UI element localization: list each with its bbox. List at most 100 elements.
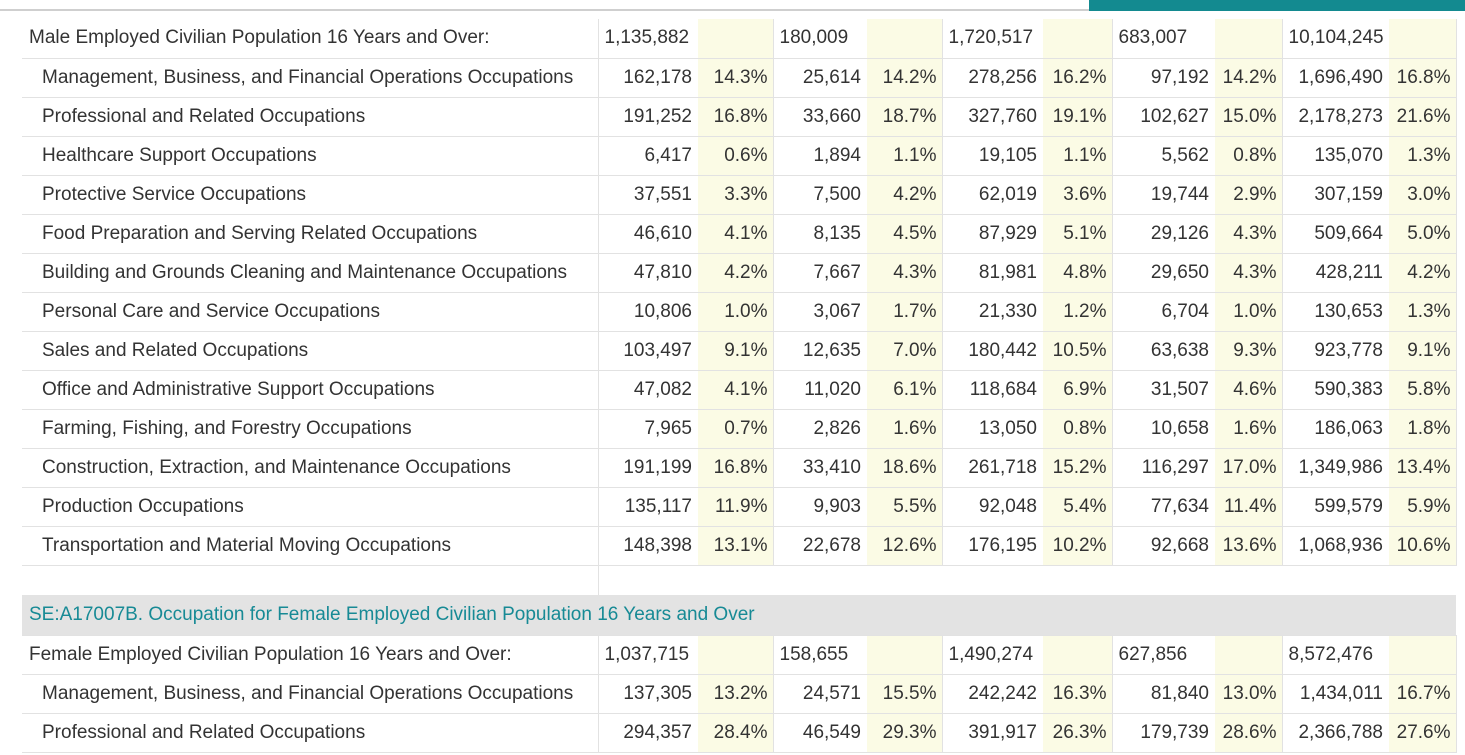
cell-count: 191,199: [598, 448, 698, 488]
cell-percent: 5.9%: [1389, 487, 1457, 527]
cell-count: 22,678: [773, 526, 867, 566]
cell-count: 7,500: [773, 175, 867, 215]
cell-count: 7,965: [598, 409, 698, 449]
cell-count: 92,048: [942, 487, 1043, 527]
occupation-table: Male Employed Civilian Population 16 Yea…: [22, 19, 1457, 753]
cell-count: 1,720,517: [942, 19, 1043, 59]
cell-percent: 19.1%: [1043, 97, 1113, 137]
cell-count: 10,806: [598, 292, 698, 332]
cell-count: 2,178,273: [1282, 97, 1389, 137]
table-row: Management, Business, and Financial Oper…: [22, 58, 1457, 98]
cell-percent: 13.6%: [1215, 526, 1283, 566]
table-row: Food Preparation and Serving Related Occ…: [22, 214, 1457, 254]
cell-percent: 6.9%: [1043, 370, 1113, 410]
row-label: Farming, Fishing, and Forestry Occupatio…: [22, 409, 599, 449]
cell-count: 130,653: [1282, 292, 1389, 332]
cell-count: 116,297: [1112, 448, 1215, 488]
cell-percent: 5.8%: [1389, 370, 1457, 410]
cell-percent: 26.3%: [1043, 713, 1113, 753]
cell-percent: 1.1%: [867, 136, 943, 176]
cell-percent: [867, 19, 943, 59]
cell-percent: 4.3%: [1215, 214, 1283, 254]
total-label: Female Employed Civilian Population 16 Y…: [22, 635, 599, 675]
cell-percent: 1.3%: [1389, 136, 1457, 176]
cell-count: 103,497: [598, 331, 698, 371]
cell-count: 148,398: [598, 526, 698, 566]
cell-percent: 21.6%: [1389, 97, 1457, 137]
table-total-row: Male Employed Civilian Population 16 Yea…: [22, 19, 1457, 59]
cell-percent: 6.1%: [867, 370, 943, 410]
row-label: Office and Administrative Support Occupa…: [22, 370, 599, 410]
cell-count: 1,135,882: [598, 19, 698, 59]
cell-count: 1,434,011: [1282, 674, 1389, 714]
cell-percent: 5.4%: [1043, 487, 1113, 527]
cell-count: 3,067: [773, 292, 867, 332]
cell-percent: 4.5%: [867, 214, 943, 254]
cell-count: 135,070: [1282, 136, 1389, 176]
cell-count: 24,571: [773, 674, 867, 714]
cell-count: 62,019: [942, 175, 1043, 215]
cell-count: 37,551: [598, 175, 698, 215]
row-label: Construction, Extraction, and Maintenanc…: [22, 448, 599, 488]
cell-percent: 0.8%: [1043, 409, 1113, 449]
cell-count: 1,349,986: [1282, 448, 1389, 488]
cell-count: 261,718: [942, 448, 1043, 488]
cell-count: 509,664: [1282, 214, 1389, 254]
cell-percent: 1.7%: [867, 292, 943, 332]
cell-percent: 1.0%: [1215, 292, 1283, 332]
cell-percent: [867, 635, 943, 675]
cell-count: 5,562: [1112, 136, 1215, 176]
cell-count: 179,739: [1112, 713, 1215, 753]
cell-percent: 0.6%: [698, 136, 774, 176]
cell-count: 46,610: [598, 214, 698, 254]
cell-percent: 29.3%: [867, 713, 943, 753]
cell-count: 46,549: [773, 713, 867, 753]
cell-count: 2,366,788: [1282, 713, 1389, 753]
cell-count: 1,696,490: [1282, 58, 1389, 98]
cell-count: 327,760: [942, 97, 1043, 137]
cell-count: 278,256: [942, 58, 1043, 98]
cell-count: 33,410: [773, 448, 867, 488]
cell-percent: 16.8%: [698, 97, 774, 137]
cell-percent: [698, 635, 774, 675]
cell-count: 1,068,936: [1282, 526, 1389, 566]
cell-count: 77,634: [1112, 487, 1215, 527]
cell-count: 12,635: [773, 331, 867, 371]
cell-count: 590,383: [1282, 370, 1389, 410]
cell-count: 176,195: [942, 526, 1043, 566]
cell-count: 6,417: [598, 136, 698, 176]
cell-percent: 0.7%: [698, 409, 774, 449]
table-row: Management, Business, and Financial Oper…: [22, 674, 1457, 714]
header-accent-block: [1089, 0, 1465, 11]
cell-count: 391,917: [942, 713, 1043, 753]
cell-percent: 3.6%: [1043, 175, 1113, 215]
cell-percent: 5.0%: [1389, 214, 1457, 254]
cell-count: 11,020: [773, 370, 867, 410]
cell-percent: 16.3%: [1043, 674, 1113, 714]
cell-percent: 13.0%: [1215, 674, 1283, 714]
cell-count: 7,667: [773, 253, 867, 293]
cell-percent: 9.3%: [1215, 331, 1283, 371]
cell-count: 923,778: [1282, 331, 1389, 371]
cell-percent: 15.0%: [1215, 97, 1283, 137]
cell-count: 33,660: [773, 97, 867, 137]
cell-percent: [698, 19, 774, 59]
table-spacer-row: [22, 565, 1456, 595]
total-label: Male Employed Civilian Population 16 Yea…: [22, 19, 599, 59]
table-row: Farming, Fishing, and Forestry Occupatio…: [22, 409, 1457, 449]
cell-percent: 4.1%: [698, 370, 774, 410]
cell-count: 242,242: [942, 674, 1043, 714]
cell-count: 307,159: [1282, 175, 1389, 215]
cell-count: 1,490,274: [942, 635, 1043, 675]
cell-percent: 16.8%: [1389, 58, 1457, 98]
cell-percent: 14.2%: [867, 58, 943, 98]
section-header-row: SE:A17007B. Occupation for Female Employ…: [22, 595, 1456, 636]
cell-count: 599,579: [1282, 487, 1389, 527]
cell-percent: 14.3%: [698, 58, 774, 98]
table-row: Office and Administrative Support Occupa…: [22, 370, 1457, 410]
cell-count: 87,929: [942, 214, 1043, 254]
cell-count: 25,614: [773, 58, 867, 98]
cell-count: 29,126: [1112, 214, 1215, 254]
spacer-cell: [22, 565, 599, 595]
cell-count: 13,050: [942, 409, 1043, 449]
